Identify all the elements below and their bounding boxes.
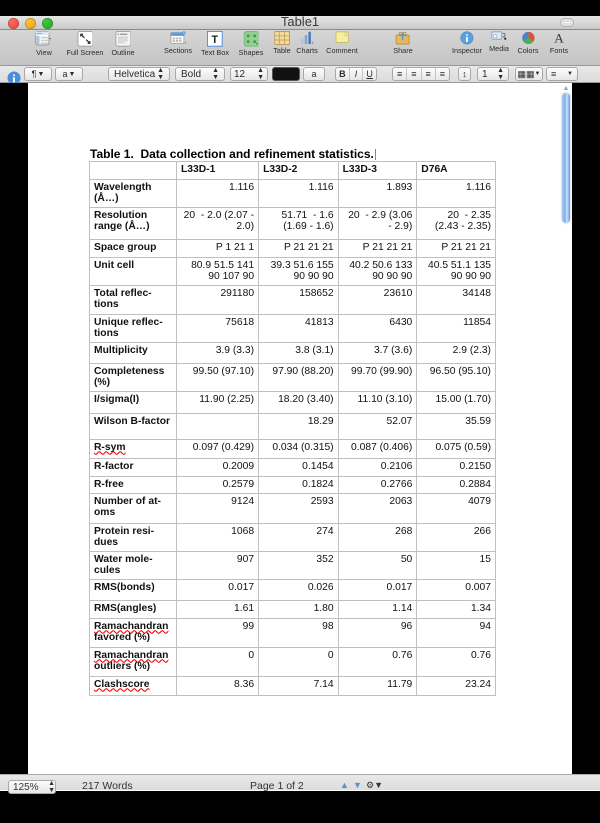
svg-text:T: T xyxy=(212,34,219,46)
svg-text:A: A xyxy=(554,31,564,45)
